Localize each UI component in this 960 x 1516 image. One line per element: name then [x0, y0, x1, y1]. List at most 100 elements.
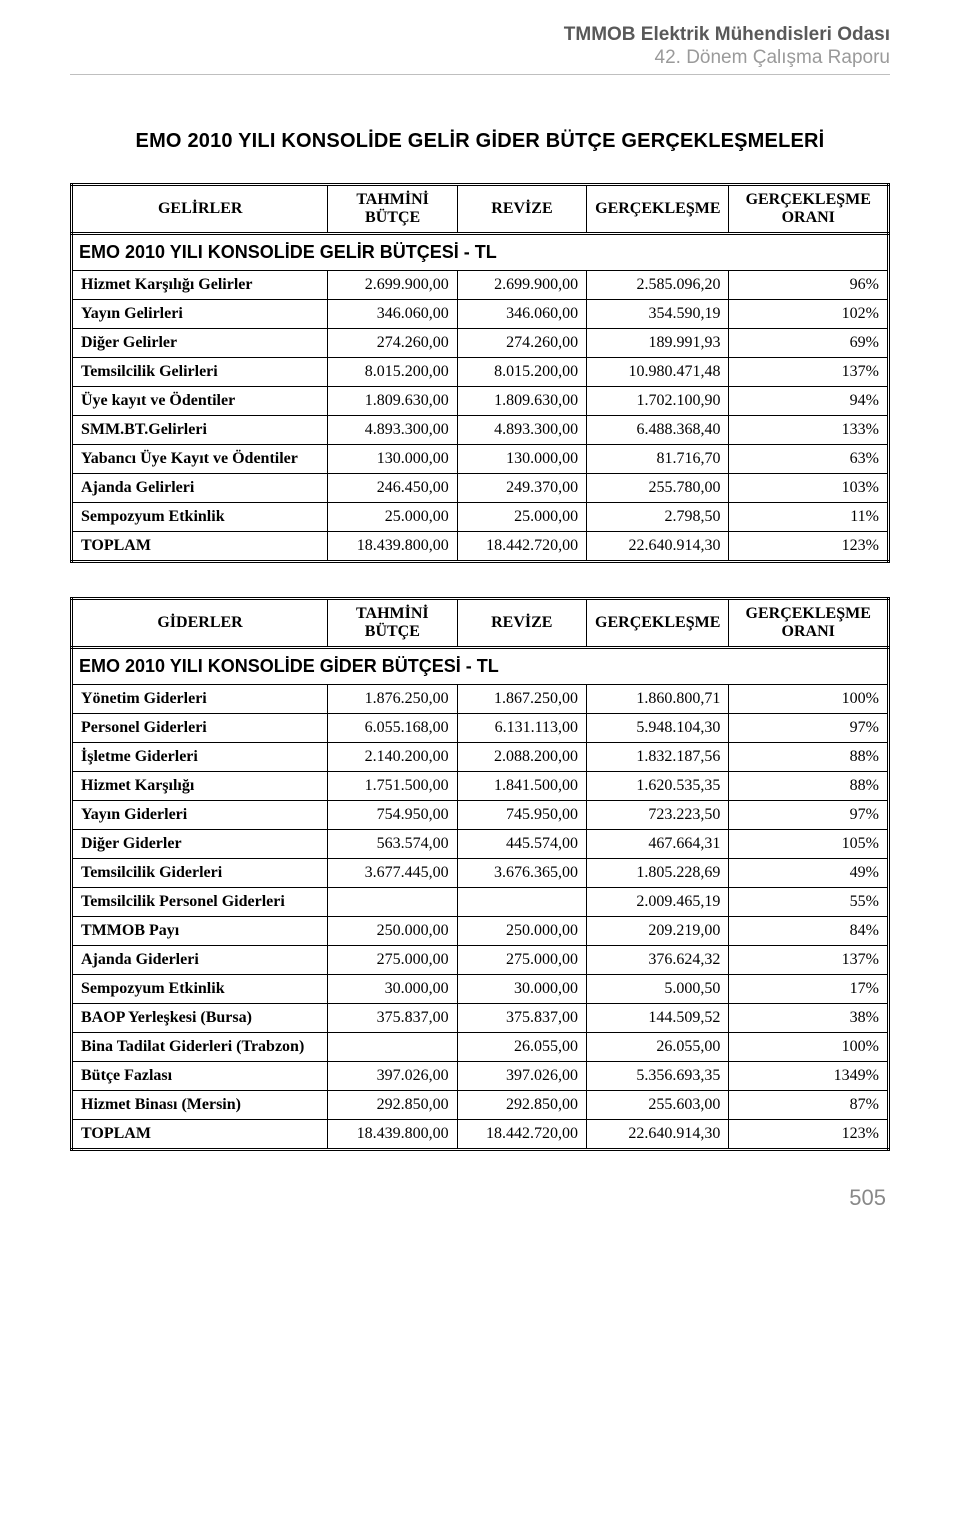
row-value: 18.439.800,00 — [328, 532, 457, 562]
header-rule — [70, 74, 890, 75]
row-value: 745.950,00 — [457, 801, 586, 830]
row-value: 1.809.630,00 — [328, 387, 457, 416]
row-label: Yayın Giderleri — [72, 801, 328, 830]
doc-header: TMMOB Elektrik Mühendisleri Odası 42. Dö… — [70, 24, 890, 75]
row-value: 137% — [729, 946, 889, 975]
expense-header-row: GİDERLER TAHMİNİ BÜTÇE REVİZE GERÇEKLEŞM… — [72, 599, 889, 648]
row-value: 4.893.300,00 — [457, 416, 586, 445]
row-value: 100% — [729, 1033, 889, 1062]
col-revised: REVİZE — [457, 185, 586, 234]
table-row: TOPLAM18.439.800,0018.442.720,0022.640.9… — [72, 532, 889, 562]
table-row: Yayın Giderleri754.950,00745.950,00723.2… — [72, 801, 889, 830]
row-value: 18.442.720,00 — [457, 1120, 586, 1150]
table-row: Hizmet Karşılığı1.751.500,001.841.500,00… — [72, 772, 889, 801]
table-row: Hizmet Karşılığı Gelirler2.699.900,002.6… — [72, 271, 889, 300]
row-value: 246.450,00 — [328, 474, 457, 503]
row-value: 375.837,00 — [457, 1004, 586, 1033]
row-value: 130.000,00 — [328, 445, 457, 474]
row-label: Temsilcilik Personel Giderleri — [72, 888, 328, 917]
row-label: Ajanda Giderleri — [72, 946, 328, 975]
header-subtitle: 42. Dönem Çalışma Raporu — [70, 47, 890, 69]
row-value: 1.702.100,90 — [587, 387, 729, 416]
row-value: 2.585.096,20 — [587, 271, 729, 300]
row-value: 376.624,32 — [587, 946, 729, 975]
row-value: 94% — [729, 387, 889, 416]
row-value: 2.088.200,00 — [457, 743, 586, 772]
col-rate: GERÇEKLEŞME ORANI — [729, 185, 889, 234]
row-value: 5.948.104,30 — [587, 714, 729, 743]
row-value: 87% — [729, 1091, 889, 1120]
row-value: 55% — [729, 888, 889, 917]
row-value: 209.219,00 — [587, 917, 729, 946]
row-value: 22.640.914,30 — [587, 1120, 729, 1150]
row-label: SMM.BT.Gelirleri — [72, 416, 328, 445]
row-value: 3.676.365,00 — [457, 859, 586, 888]
row-value: 88% — [729, 772, 889, 801]
row-value: 346.060,00 — [457, 300, 586, 329]
table-row: Sempozyum Etkinlik30.000,0030.000,005.00… — [72, 975, 889, 1004]
row-value — [457, 888, 586, 917]
row-value: 2.798,50 — [587, 503, 729, 532]
row-value: 723.223,50 — [587, 801, 729, 830]
main-title: EMO 2010 YILI KONSOLİDE GELİR GİDER BÜTÇ… — [70, 130, 890, 153]
row-label: Yabancı Üye Kayıt ve Ödentiler — [72, 445, 328, 474]
row-value: 250.000,00 — [457, 917, 586, 946]
row-label: Yönetim Giderleri — [72, 685, 328, 714]
col-actual: GERÇEKLEŞME — [587, 185, 729, 234]
row-value: 102% — [729, 300, 889, 329]
table-row: Hizmet Binası (Mersin)292.850,00292.850,… — [72, 1091, 889, 1120]
row-value: 49% — [729, 859, 889, 888]
row-value: 1.809.630,00 — [457, 387, 586, 416]
row-value: 133% — [729, 416, 889, 445]
table-row: Sempozyum Etkinlik25.000,0025.000,002.79… — [72, 503, 889, 532]
row-value: 26.055,00 — [457, 1033, 586, 1062]
row-value: 275.000,00 — [328, 946, 457, 975]
row-label: Diğer Giderler — [72, 830, 328, 859]
row-value: 1.832.187,56 — [587, 743, 729, 772]
row-label: Hizmet Karşılığı Gelirler — [72, 271, 328, 300]
row-value: 4.893.300,00 — [328, 416, 457, 445]
row-value: 8.015.200,00 — [457, 358, 586, 387]
row-value: 1.867.250,00 — [457, 685, 586, 714]
row-value: 255.603,00 — [587, 1091, 729, 1120]
row-value: 275.000,00 — [457, 946, 586, 975]
row-label: Sempozyum Etkinlik — [72, 503, 328, 532]
row-value: 69% — [729, 329, 889, 358]
row-value: 1.876.250,00 — [328, 685, 457, 714]
table-row: TOPLAM18.439.800,0018.442.720,0022.640.9… — [72, 1120, 889, 1150]
row-label: Hizmet Binası (Mersin) — [72, 1091, 328, 1120]
table-row: Ajanda Gelirleri246.450,00249.370,00255.… — [72, 474, 889, 503]
row-value: 2.699.900,00 — [328, 271, 457, 300]
row-label: TOPLAM — [72, 532, 328, 562]
col-label: GELİRLER — [72, 185, 328, 234]
table-row: Personel Giderleri6.055.168,006.131.113,… — [72, 714, 889, 743]
table-row: TMMOB Payı250.000,00250.000,00209.219,00… — [72, 917, 889, 946]
row-value — [328, 1033, 457, 1062]
table-row: Temsilcilik Personel Giderleri 2.009.465,… — [72, 888, 889, 917]
row-label: İşletme Giderleri — [72, 743, 328, 772]
row-value: 2.009.465,19 — [587, 888, 729, 917]
row-label: Hizmet Karşılığı — [72, 772, 328, 801]
row-value: 255.780,00 — [587, 474, 729, 503]
row-value: 2.140.200,00 — [328, 743, 457, 772]
page-container: TMMOB Elektrik Mühendisleri Odası 42. Dö… — [0, 0, 960, 1231]
page-number: 505 — [70, 1185, 890, 1211]
row-label: Temsilcilik Giderleri — [72, 859, 328, 888]
table-row: Temsilcilik Gelirleri8.015.200,008.015.2… — [72, 358, 889, 387]
row-value: 1.860.800,71 — [587, 685, 729, 714]
row-value: 103% — [729, 474, 889, 503]
row-value: 354.590,19 — [587, 300, 729, 329]
row-label: Üye kayıt ve Ödentiler — [72, 387, 328, 416]
row-value: 25.000,00 — [457, 503, 586, 532]
row-value: 30.000,00 — [328, 975, 457, 1004]
row-value: 274.260,00 — [328, 329, 457, 358]
table-row: Diğer Giderler563.574,00445.574,00467.66… — [72, 830, 889, 859]
row-value: 6.131.113,00 — [457, 714, 586, 743]
row-value: 130.000,00 — [457, 445, 586, 474]
row-value: 189.991,93 — [587, 329, 729, 358]
row-label: Temsilcilik Gelirleri — [72, 358, 328, 387]
col-estimate: TAHMİNİ BÜTÇE — [328, 599, 457, 648]
row-value: 375.837,00 — [328, 1004, 457, 1033]
row-value: 397.026,00 — [457, 1062, 586, 1091]
row-value: 10.980.471,48 — [587, 358, 729, 387]
